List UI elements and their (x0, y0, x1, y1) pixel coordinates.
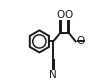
Text: N: N (49, 70, 57, 80)
Text: O: O (56, 10, 64, 20)
Text: O: O (76, 36, 84, 46)
Text: O: O (65, 10, 73, 20)
